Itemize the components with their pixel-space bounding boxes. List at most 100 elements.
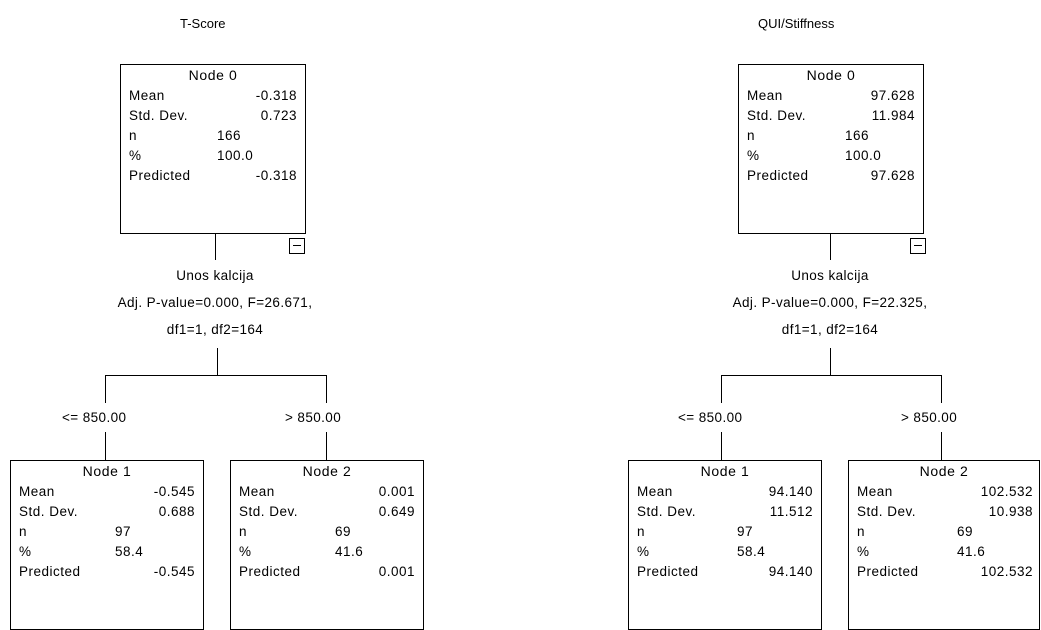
stat-row-predicted: Predicted -0.318 [121, 166, 305, 186]
stat-label: Predicted [637, 564, 699, 579]
stat-label: Mean [857, 484, 893, 499]
tree-node-2[interactable]: Node 2 Mean 0.001 Std. Dev. 0.649 n 69 %… [230, 460, 424, 630]
stat-value: 102.532 [980, 484, 1033, 499]
stat-label: Predicted [19, 564, 81, 579]
stat-value: 0.688 [158, 504, 195, 519]
stat-row-predicted: Predicted 0.001 [231, 562, 423, 582]
stat-row-percent: % 58.4 [629, 542, 821, 562]
decision-tree-qui-stiffness: QUI/Stiffness Node 0 Mean 97.628 Std. De… [520, 0, 1040, 630]
stat-label: n [637, 524, 646, 539]
stat-value: 0.001 [378, 484, 415, 499]
connector-line [105, 375, 106, 403]
tree-node-1[interactable]: Node 1 Mean 94.140 Std. Dev. 11.512 n 97… [628, 460, 822, 630]
stat-row-percent: % 100.0 [121, 146, 305, 166]
stat-label: Std. Dev. [129, 108, 189, 123]
stat-label: Predicted [129, 168, 191, 183]
stat-value: -0.545 [153, 484, 195, 499]
stat-value: 97 [737, 524, 754, 539]
stat-value: 0.649 [378, 504, 415, 519]
stat-value: 0.001 [378, 564, 415, 579]
decision-tree-t-score: T-Score Node 0 Mean -0.318 Std. Dev. 0.7… [0, 0, 520, 630]
node-header: Node 0 [806, 67, 856, 83]
stat-label: Mean [637, 484, 673, 499]
stat-value: 0.723 [260, 108, 297, 123]
node-header: Node 1 [82, 463, 132, 479]
stat-row-percent: % 58.4 [11, 542, 203, 562]
stat-row-mean: Mean 0.001 [231, 482, 423, 502]
stat-row-std-dev: Std. Dev. 10.938 [849, 502, 1039, 522]
stat-value: 41.6 [957, 544, 986, 559]
stat-row-std-dev: Std. Dev. 11.512 [629, 502, 821, 522]
stat-value: 11.512 [769, 504, 813, 519]
stat-row-percent: % 100.0 [739, 146, 923, 166]
stat-value: -0.318 [255, 168, 297, 183]
stat-label: Mean [19, 484, 55, 499]
stat-label: n [129, 128, 138, 143]
stat-label: Std. Dev. [637, 504, 697, 519]
stat-value: 94.140 [768, 484, 813, 499]
stat-row-n: n 166 [121, 126, 305, 146]
stat-label: Predicted [239, 564, 301, 579]
stat-value: -0.545 [153, 564, 195, 579]
split-df: df1=1, df2=164 [166, 322, 264, 337]
stat-row-predicted: Predicted 94.140 [629, 562, 821, 582]
connector-line [721, 375, 722, 403]
connector-line [830, 234, 831, 260]
node-header: Node 2 [919, 463, 969, 479]
stat-value: 97.628 [870, 88, 915, 103]
tree-title: QUI/Stiffness [758, 16, 835, 31]
split-test: Adj. P-value=0.000, F=22.325, [732, 295, 928, 310]
stat-value: 69 [335, 524, 352, 539]
branch-condition-left: <= 850.00 [62, 410, 127, 425]
stat-label: % [747, 148, 760, 163]
stat-row-std-dev: Std. Dev. 0.723 [121, 106, 305, 126]
stat-row-n: n 166 [739, 126, 923, 146]
stat-value: 11.984 [871, 108, 915, 123]
stat-label: n [239, 524, 248, 539]
connector-line [217, 348, 218, 376]
stat-row-n: n 69 [231, 522, 423, 542]
stat-row-mean: Mean -0.545 [11, 482, 203, 502]
branch-condition-right: > 850.00 [901, 410, 958, 425]
connector-line [326, 432, 327, 460]
stat-label: n [747, 128, 756, 143]
branch-condition-right: > 850.00 [285, 410, 342, 425]
stat-label: Std. Dev. [747, 108, 807, 123]
stat-label: Std. Dev. [857, 504, 917, 519]
stat-label: % [129, 148, 142, 163]
connector-line [326, 375, 327, 403]
stat-row-std-dev: Std. Dev. 11.984 [739, 106, 923, 126]
split-variable: Unos kalcija [791, 268, 869, 283]
stat-value: 100.0 [845, 148, 882, 163]
tree-node-0[interactable]: Node 0 Mean 97.628 Std. Dev. 11.984 n 16… [738, 64, 924, 234]
stat-value: -0.318 [255, 88, 297, 103]
stat-value: 69 [957, 524, 974, 539]
stat-row-std-dev: Std. Dev. 0.688 [11, 502, 203, 522]
tree-node-1[interactable]: Node 1 Mean -0.545 Std. Dev. 0.688 n 97 … [10, 460, 204, 630]
tree-node-2[interactable]: Node 2 Mean 102.532 Std. Dev. 10.938 n 6… [848, 460, 1040, 630]
split-df: df1=1, df2=164 [781, 322, 879, 337]
connector-line [830, 348, 831, 376]
stat-label: % [19, 544, 32, 559]
stat-label: % [637, 544, 650, 559]
collapse-node-button[interactable] [910, 238, 926, 254]
branch-condition-left: <= 850.00 [678, 410, 743, 425]
connector-line [941, 375, 942, 403]
stat-row-n: n 97 [11, 522, 203, 542]
stat-label: % [857, 544, 870, 559]
stat-row-n: n 69 [849, 522, 1039, 542]
tree-node-0[interactable]: Node 0 Mean -0.318 Std. Dev. 0.723 n 166… [120, 64, 306, 234]
connector-line [721, 375, 942, 376]
stat-value: 100.0 [217, 148, 254, 163]
stat-label: Std. Dev. [239, 504, 299, 519]
stat-value: 166 [845, 128, 870, 143]
stat-label: Std. Dev. [19, 504, 79, 519]
stat-row-predicted: Predicted 97.628 [739, 166, 923, 186]
collapse-node-button[interactable] [289, 238, 305, 254]
stat-label: % [239, 544, 252, 559]
stat-row-predicted: Predicted -0.545 [11, 562, 203, 582]
stat-value: 58.4 [737, 544, 766, 559]
stat-row-mean: Mean -0.318 [121, 86, 305, 106]
stat-value: 97 [115, 524, 132, 539]
stat-label: Mean [129, 88, 165, 103]
